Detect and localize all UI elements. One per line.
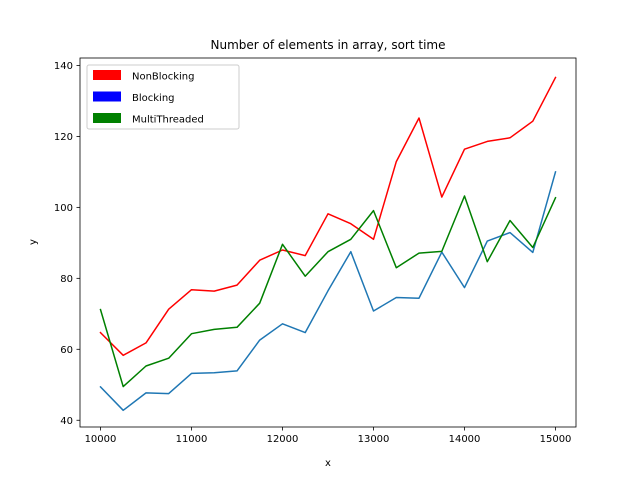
legend-label-blocking: Blocking [132,93,175,104]
axes-frame [79,57,577,428]
axes: 10000 11000 12000 13000 14000 15000 40 60 80 100 1… [54,57,577,445]
legend-swatch-nonblocking [93,70,121,80]
x-tick-label: 10000 [85,434,117,445]
series-line-nonblocking [99,76,557,357]
y-tick-label: 120 [54,132,73,143]
plot-area [99,76,557,412]
legend-swatch-multithreaded [93,113,121,123]
x-tick-label: 15000 [540,434,572,445]
legend-box [86,64,240,130]
y-tick-label: 60 [60,345,73,356]
x-axis-label: x [325,458,331,469]
series-line-multithreaded [99,195,557,388]
y-axis-label: y [28,239,39,245]
x-tick-label: 12000 [267,434,299,445]
y-tick-label: 40 [60,416,73,427]
y-tick-label: 80 [60,274,73,285]
y-tick-label: 140 [54,61,73,72]
x-tick-label: 11000 [176,434,208,445]
series-line-blocking [99,170,557,412]
legend-swatch-blocking [93,91,121,102]
x-tick-label: 14000 [449,434,481,445]
legend-label-nonblocking: NonBlocking [132,72,194,83]
legend: NonBlocking Blocking MultiThreaded [86,64,240,130]
x-tick-label: 13000 [358,434,390,445]
y-tick-label: 100 [54,203,73,214]
chart-title: Number of elements in array, sort time [211,38,446,52]
legend-label-multithreaded: MultiThreaded [132,115,204,126]
